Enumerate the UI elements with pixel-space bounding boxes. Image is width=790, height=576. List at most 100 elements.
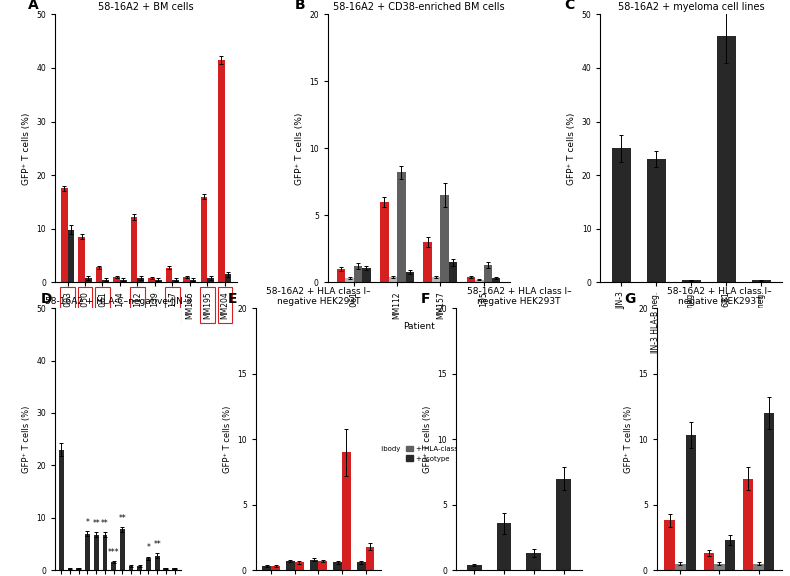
Bar: [59, 450, 64, 570]
Title: 58-16A2 + HLA-C–negative JJN-3: 58-16A2 + HLA-C–negative JJN-3: [44, 297, 191, 306]
Bar: [337, 269, 345, 282]
Bar: [333, 562, 342, 570]
Bar: [714, 564, 724, 570]
Bar: [155, 279, 161, 282]
Bar: [310, 560, 318, 570]
Text: G: G: [624, 293, 636, 306]
Bar: [111, 562, 116, 570]
Bar: [149, 278, 155, 282]
Text: **: **: [153, 540, 161, 549]
Title: 58-16A2 + BM cells: 58-16A2 + BM cells: [98, 2, 194, 12]
Bar: [94, 535, 99, 570]
Bar: [357, 562, 366, 570]
Bar: [764, 413, 774, 570]
Bar: [172, 568, 177, 570]
Y-axis label: GFP⁺ T cells (%): GFP⁺ T cells (%): [223, 406, 231, 473]
Title: 58-16A2 + HLA class I–
negative HEK293T: 58-16A2 + HLA class I– negative HEK293T: [467, 287, 571, 306]
Bar: [103, 535, 107, 570]
Bar: [432, 277, 440, 282]
Bar: [354, 266, 363, 282]
Bar: [172, 279, 179, 282]
Bar: [423, 242, 432, 282]
Bar: [146, 558, 151, 570]
Bar: [380, 202, 389, 282]
Bar: [675, 564, 686, 570]
Bar: [183, 277, 190, 282]
Bar: [190, 279, 197, 282]
Bar: [137, 566, 142, 570]
Bar: [164, 568, 168, 570]
Bar: [120, 529, 125, 570]
Bar: [103, 279, 109, 282]
Bar: [271, 566, 280, 570]
Bar: [467, 277, 475, 282]
Text: ***: ***: [107, 548, 119, 557]
Bar: [342, 452, 351, 570]
Bar: [345, 278, 354, 282]
Y-axis label: GFP⁺ T cells (%): GFP⁺ T cells (%): [623, 406, 633, 473]
Text: *: *: [85, 518, 89, 526]
Bar: [113, 277, 120, 282]
Bar: [366, 547, 374, 570]
Text: C: C: [564, 0, 574, 12]
Bar: [686, 435, 696, 570]
Y-axis label: GFP⁺ T cells (%): GFP⁺ T cells (%): [22, 406, 31, 473]
Bar: [449, 262, 457, 282]
Text: D: D: [40, 293, 52, 306]
Bar: [389, 277, 397, 282]
Bar: [704, 553, 714, 570]
Y-axis label: GFP⁺ T cells (%): GFP⁺ T cells (%): [567, 112, 576, 184]
Bar: [295, 562, 303, 570]
Bar: [318, 561, 327, 570]
Bar: [286, 561, 295, 570]
Text: *: *: [146, 543, 150, 552]
Text: **: **: [118, 514, 126, 522]
Bar: [85, 533, 90, 570]
Bar: [68, 568, 73, 570]
Bar: [207, 278, 214, 282]
Bar: [120, 279, 126, 282]
Text: B: B: [295, 0, 306, 12]
Bar: [743, 479, 754, 570]
Title: 58-16A2 + myeloma cell lines: 58-16A2 + myeloma cell lines: [618, 2, 765, 12]
Bar: [137, 278, 144, 282]
Bar: [664, 521, 675, 570]
Bar: [611, 149, 631, 282]
Bar: [405, 271, 414, 282]
Bar: [225, 274, 231, 282]
Bar: [754, 564, 764, 570]
Bar: [397, 172, 405, 282]
Bar: [155, 556, 160, 570]
Text: F: F: [421, 293, 431, 306]
Bar: [497, 523, 511, 570]
Text: E: E: [228, 293, 238, 306]
Bar: [218, 60, 225, 282]
Y-axis label: GFP⁺ T cells (%): GFP⁺ T cells (%): [295, 112, 303, 184]
Bar: [262, 566, 271, 570]
Bar: [129, 566, 134, 570]
Bar: [647, 159, 666, 282]
Bar: [440, 195, 449, 282]
Bar: [751, 280, 771, 282]
X-axis label: Patient: Patient: [403, 322, 435, 331]
Text: **: **: [101, 519, 109, 528]
Bar: [492, 278, 501, 282]
Bar: [483, 265, 492, 282]
Bar: [467, 565, 482, 570]
Bar: [61, 188, 67, 282]
Bar: [67, 230, 74, 282]
X-axis label: Patient: Patient: [130, 322, 162, 331]
Legend: Without antibody, + HLA-BC, + HLA-class I, + isotype: Without antibody, + HLA-BC, + HLA-class …: [328, 443, 465, 464]
Y-axis label: GFP⁺ T cells (%): GFP⁺ T cells (%): [423, 406, 432, 473]
Bar: [85, 278, 92, 282]
Bar: [363, 267, 371, 282]
Bar: [682, 280, 701, 282]
Title: 58-16A2 + HLA class I–
negative HEK293T: 58-16A2 + HLA class I– negative HEK293T: [266, 287, 371, 306]
Bar: [96, 267, 103, 282]
Bar: [556, 479, 571, 570]
Bar: [201, 196, 207, 282]
Legend: + CD38-enriched BM cells, + Nonmyeloma BM cells: + CD38-enriched BM cells, + Nonmyeloma B…: [55, 443, 162, 464]
Title: 58-16A2 + HLA class I–
negative HEK293T: 58-16A2 + HLA class I– negative HEK293T: [667, 287, 772, 306]
Bar: [724, 540, 735, 570]
Title: 58-16A2 + CD38-enriched BM cells: 58-16A2 + CD38-enriched BM cells: [333, 2, 505, 12]
